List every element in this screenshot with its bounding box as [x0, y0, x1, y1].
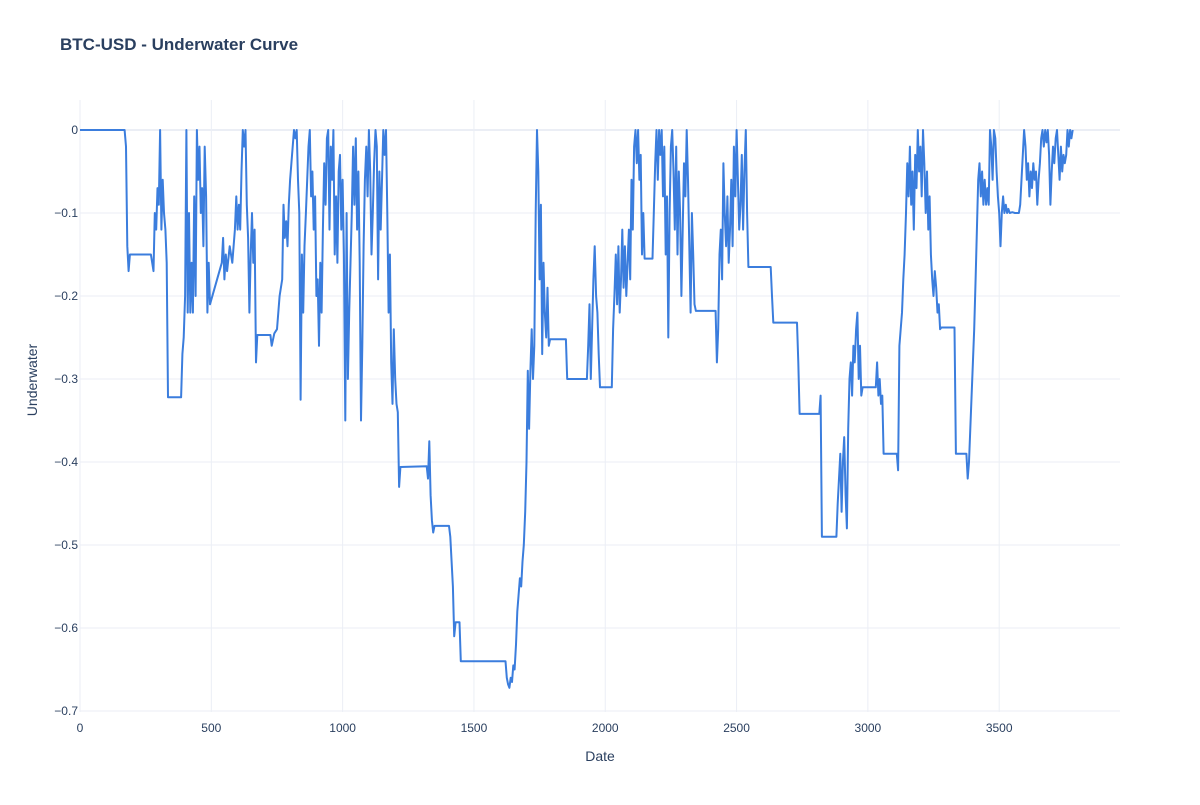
x-axis-label: Date [585, 748, 615, 764]
y-tick-label: −0.1 [54, 206, 78, 220]
x-tick-label: 3000 [855, 721, 882, 735]
x-tick-label: 1000 [329, 721, 356, 735]
y-tick-label: −0.4 [54, 455, 78, 469]
y-axis-label: Underwater [24, 343, 40, 416]
x-tick-label: 0 [77, 721, 84, 735]
y-tick-label: −0.7 [54, 704, 78, 718]
x-tick-label: 2500 [723, 721, 750, 735]
x-tick-label: 2000 [592, 721, 619, 735]
y-tick-label: 0 [71, 123, 78, 137]
chart-title: BTC-USD - Underwater Curve [60, 35, 298, 54]
grid [79, 100, 1120, 712]
x-tick-label: 1500 [461, 721, 488, 735]
x-tick-label: 3500 [986, 721, 1013, 735]
x-tick-label: 500 [201, 721, 221, 735]
series-lines [80, 129, 1074, 689]
y-tick-label: −0.2 [54, 289, 78, 303]
underwater-series-line [80, 129, 1074, 689]
y-tick-label: −0.6 [54, 621, 78, 635]
y-tick-label: −0.5 [54, 538, 78, 552]
y-tick-label: −0.3 [54, 372, 78, 386]
tick-labels: 0 −0.1 −0.2 −0.3 −0.4 −0.5 −0.6 −0.7 0 500 1000 150… [54, 123, 1013, 735]
